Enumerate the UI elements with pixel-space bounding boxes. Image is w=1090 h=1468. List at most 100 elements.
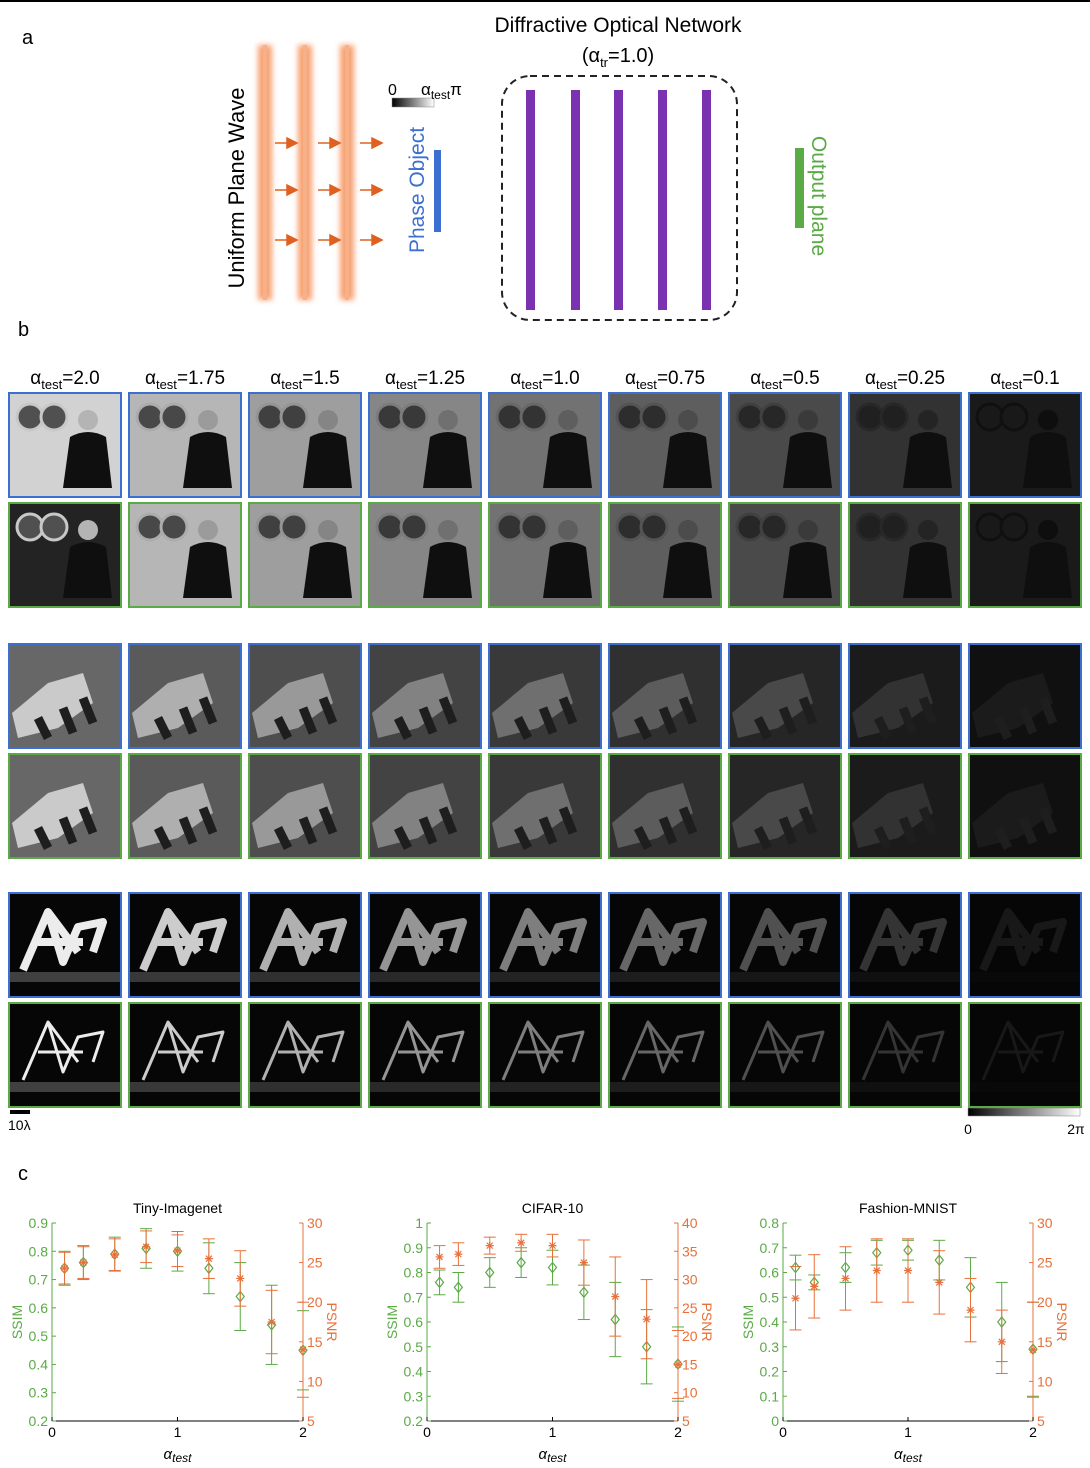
column-label: αtest=0.75 <box>625 368 705 392</box>
tile-shape <box>497 404 523 430</box>
tile-shape <box>543 432 592 488</box>
image-tile <box>728 392 842 498</box>
tile-shape <box>183 432 232 488</box>
image-tile <box>248 502 362 608</box>
tile-shape <box>257 404 283 430</box>
tile-shape <box>848 1082 962 1092</box>
subscript: test <box>547 1451 567 1465</box>
tile-bg <box>608 1002 722 1108</box>
tile-shape <box>617 514 643 540</box>
y-tick-label: 0.5 <box>760 1289 780 1305</box>
x-tick-label: 1 <box>174 1424 182 1440</box>
y2-tick-label: 20 <box>307 1294 323 1310</box>
object-label: Phase Object <box>406 127 429 253</box>
x-label: αtest <box>894 1446 923 1465</box>
y2-tick-label: 35 <box>682 1243 698 1259</box>
psnr-marker <box>61 1264 69 1272</box>
y-label: SSIM <box>384 1305 400 1339</box>
arrow-head <box>372 138 382 148</box>
tile-shape <box>257 514 283 540</box>
y2-tick-label: 5 <box>1037 1413 1045 1429</box>
y2-tick-label: 30 <box>1037 1215 1053 1231</box>
panel-label: a <box>22 27 34 49</box>
tile-shape <box>617 404 643 430</box>
symbol: α <box>385 368 396 389</box>
panel-label: b <box>18 319 29 341</box>
tile-shape <box>521 404 547 430</box>
subscript: test <box>431 88 451 102</box>
subscript: test <box>1001 377 1022 392</box>
y2-label: PSNR <box>324 1303 340 1342</box>
subscript: test <box>156 377 177 392</box>
psnr-marker <box>810 1282 818 1290</box>
tile-shape <box>543 542 592 598</box>
y2-tick-label: 10 <box>682 1385 698 1401</box>
tile-shape <box>423 432 472 488</box>
y-tick-label: 0.5 <box>29 1328 49 1344</box>
y-tick-label: 0.9 <box>404 1240 424 1256</box>
y2-tick-label: 25 <box>307 1255 323 1271</box>
psnr-marker <box>174 1247 182 1255</box>
tile-shape <box>368 972 482 982</box>
image-tile <box>368 643 482 749</box>
image-tile <box>128 753 242 859</box>
column-label: αtest=0.25 <box>865 368 945 392</box>
tile-shape <box>848 972 962 982</box>
tile-shape <box>783 542 832 598</box>
tile-shape <box>968 972 1082 982</box>
tile-shape <box>641 514 667 540</box>
psnr-marker <box>873 1267 881 1275</box>
tile-shape <box>368 1082 482 1092</box>
image-tile <box>128 1002 242 1108</box>
image-tile <box>8 892 122 998</box>
symbol: α <box>990 368 1001 389</box>
psnr-marker <box>268 1318 276 1326</box>
tile-shape <box>488 972 602 982</box>
tile-bg <box>368 1002 482 1108</box>
y2-tick-label: 30 <box>682 1272 698 1288</box>
arrow-head <box>287 138 297 148</box>
x-label: αtest <box>164 1446 193 1465</box>
panel-label: c <box>18 1163 28 1185</box>
column-label: αtest=0.1 <box>990 368 1059 392</box>
tile-shape <box>881 404 907 430</box>
image-tile <box>728 1002 842 1108</box>
tile-shape <box>737 404 763 430</box>
y-tick-label: 0.3 <box>760 1339 780 1355</box>
y2-tick-label: 5 <box>307 1413 315 1429</box>
psnr-marker <box>549 1242 557 1250</box>
image-tile <box>608 892 722 998</box>
psnr-marker <box>79 1259 87 1267</box>
symbol: α <box>750 368 761 389</box>
tile-shape <box>918 520 938 540</box>
y2-tick-label: 5 <box>682 1413 690 1429</box>
tile-shape <box>17 514 43 540</box>
tile-shape <box>161 404 187 430</box>
column-label: αtest=1.25 <box>385 368 465 392</box>
tile-shape <box>377 404 403 430</box>
column-label: αtest=1.75 <box>145 368 225 392</box>
tile-shape <box>977 404 1003 430</box>
chart-title: Fashion-MNIST <box>859 1200 957 1216</box>
image-tile <box>848 392 962 498</box>
image-tile <box>728 892 842 998</box>
tile-shape <box>78 410 98 430</box>
image-tile <box>848 892 962 998</box>
psnr-marker <box>643 1315 651 1323</box>
image-tile <box>848 502 962 608</box>
subscript: test <box>761 377 782 392</box>
psnr-marker <box>674 1360 682 1368</box>
column-label: αtest=0.5 <box>750 368 819 392</box>
subscript: test <box>636 377 657 392</box>
psnr-marker <box>299 1346 307 1354</box>
output-plane <box>795 148 804 228</box>
y-tick-label: 0.7 <box>404 1289 424 1305</box>
tile-shape <box>497 514 523 540</box>
symbol: α <box>625 368 636 389</box>
psnr-marker <box>236 1274 244 1282</box>
text: =1.5 <box>302 368 340 389</box>
image-tile <box>368 892 482 998</box>
y-tick-label: 1 <box>415 1215 423 1231</box>
tile-shape <box>1023 432 1072 488</box>
tile-shape <box>161 514 187 540</box>
